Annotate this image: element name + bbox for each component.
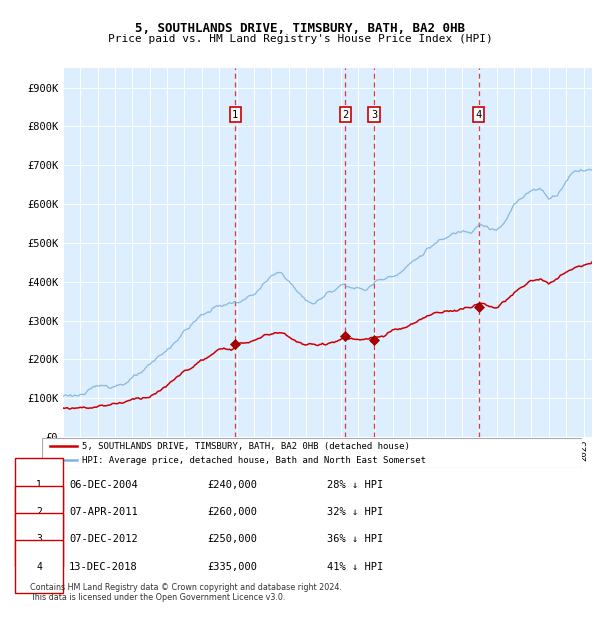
Text: 5, SOUTHLANDS DRIVE, TIMSBURY, BATH, BA2 0HB (detached house): 5, SOUTHLANDS DRIVE, TIMSBURY, BATH, BA2… (83, 442, 410, 451)
Text: 13-DEC-2018: 13-DEC-2018 (69, 562, 138, 572)
Text: 4: 4 (475, 110, 482, 120)
Text: 07-APR-2011: 07-APR-2011 (69, 507, 138, 517)
Text: 3: 3 (36, 534, 42, 544)
Text: 41% ↓ HPI: 41% ↓ HPI (327, 562, 383, 572)
Text: 2: 2 (36, 507, 42, 517)
Text: 2: 2 (342, 110, 349, 120)
Text: 1: 1 (232, 110, 238, 120)
Text: 4: 4 (36, 562, 42, 572)
Text: £250,000: £250,000 (207, 534, 257, 544)
Text: 32% ↓ HPI: 32% ↓ HPI (327, 507, 383, 517)
Text: £335,000: £335,000 (207, 562, 257, 572)
Text: 07-DEC-2012: 07-DEC-2012 (69, 534, 138, 544)
Text: 36% ↓ HPI: 36% ↓ HPI (327, 534, 383, 544)
Text: 06-DEC-2004: 06-DEC-2004 (69, 480, 138, 490)
Text: £260,000: £260,000 (207, 507, 257, 517)
Text: 5, SOUTHLANDS DRIVE, TIMSBURY, BATH, BA2 0HB: 5, SOUTHLANDS DRIVE, TIMSBURY, BATH, BA2… (135, 22, 465, 35)
Text: HPI: Average price, detached house, Bath and North East Somerset: HPI: Average price, detached house, Bath… (83, 456, 427, 464)
Text: Price paid vs. HM Land Registry's House Price Index (HPI): Price paid vs. HM Land Registry's House … (107, 34, 493, 44)
Text: 28% ↓ HPI: 28% ↓ HPI (327, 480, 383, 490)
Text: £240,000: £240,000 (207, 480, 257, 490)
Text: 3: 3 (371, 110, 377, 120)
Text: Contains HM Land Registry data © Crown copyright and database right 2024.
This d: Contains HM Land Registry data © Crown c… (30, 583, 342, 602)
Text: 1: 1 (36, 480, 42, 490)
